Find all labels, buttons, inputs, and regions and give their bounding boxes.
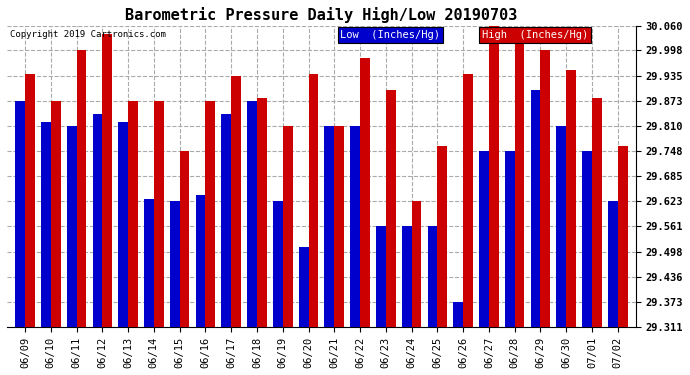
Bar [386, 90, 395, 327]
Bar [118, 122, 128, 327]
Bar [102, 33, 112, 327]
Bar [402, 226, 412, 327]
Bar [154, 101, 164, 327]
Bar [41, 122, 51, 327]
Bar [15, 101, 25, 327]
Bar [618, 146, 628, 327]
Bar [283, 126, 293, 327]
Bar [179, 151, 190, 327]
Text: High  (Inches/Hg): High (Inches/Hg) [482, 30, 588, 40]
Bar [334, 126, 344, 327]
Bar [351, 126, 360, 327]
Bar [428, 226, 437, 327]
Bar [489, 26, 499, 327]
Bar [540, 51, 550, 327]
Bar [231, 76, 241, 327]
Text: Low  (Inches/Hg): Low (Inches/Hg) [340, 30, 440, 40]
Bar [92, 114, 102, 327]
Bar [463, 74, 473, 327]
Bar [308, 74, 318, 327]
Bar [360, 58, 370, 327]
Bar [566, 70, 576, 327]
Bar [257, 98, 267, 327]
Bar [247, 101, 257, 327]
Bar [273, 201, 283, 327]
Bar [77, 51, 86, 327]
Bar [144, 199, 154, 327]
Bar [515, 30, 524, 327]
Bar [505, 151, 515, 327]
Bar [195, 195, 206, 327]
Bar [128, 101, 138, 327]
Bar [412, 201, 422, 327]
Bar [608, 201, 618, 327]
Bar [376, 226, 386, 327]
Bar [453, 302, 463, 327]
Bar [437, 146, 447, 327]
Bar [206, 101, 215, 327]
Bar [170, 201, 179, 327]
Bar [324, 126, 334, 327]
Title: Barometric Pressure Daily High/Low 20190703: Barometric Pressure Daily High/Low 20190… [125, 7, 518, 23]
Bar [479, 151, 489, 327]
Bar [51, 101, 61, 327]
Bar [582, 151, 592, 327]
Bar [221, 114, 231, 327]
Bar [531, 90, 540, 327]
Text: Copyright 2019 Cartronics.com: Copyright 2019 Cartronics.com [10, 30, 166, 39]
Bar [67, 126, 77, 327]
Bar [592, 98, 602, 327]
Bar [299, 247, 308, 327]
Bar [556, 126, 566, 327]
Bar [25, 74, 34, 327]
